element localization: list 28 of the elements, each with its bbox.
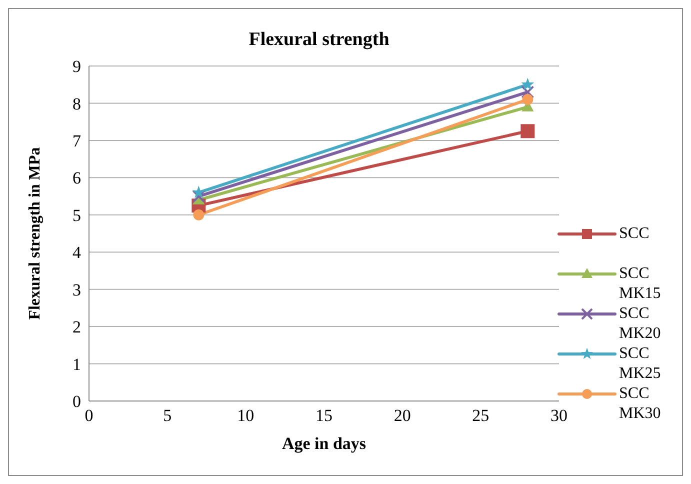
x-tick-label: 10 — [237, 406, 254, 426]
y-tick-label: 4 — [72, 243, 82, 262]
y-tick-label: 8 — [72, 94, 81, 114]
chart-title: Flexural strength — [248, 29, 390, 51]
y-tick-label: 6 — [72, 168, 81, 188]
x-axis-title: Age in days — [282, 434, 366, 453]
legend-label: SCC MK20 — [619, 304, 662, 344]
y-tick-label: 2 — [72, 318, 81, 337]
x-tick-label: 0 — [84, 406, 94, 426]
legend-label: SCC MK25 — [619, 344, 662, 384]
x-tick-label: 30 — [550, 406, 568, 426]
x-tick-label: 5 — [163, 406, 172, 426]
y-axis-title: Flexural strength in MPa — [26, 147, 44, 320]
legend-label: SCC — [619, 224, 650, 244]
x-tick-label: 15 — [316, 406, 332, 426]
y-tick-label: 7 — [72, 131, 82, 150]
point — [521, 78, 534, 90]
point — [193, 209, 204, 220]
y-tick-label: 9 — [72, 57, 81, 76]
y-tick-label: 1 — [72, 354, 81, 374]
y-tick-label: 0 — [72, 392, 81, 412]
legend-label: SCC MK15 — [619, 264, 662, 304]
point — [520, 124, 535, 138]
legend-label: SCC MK30 — [619, 384, 662, 424]
x-tick-label: 20 — [394, 406, 411, 426]
y-tick-label: 5 — [72, 206, 81, 225]
y-tick-label: 3 — [72, 280, 81, 300]
x-tick-label: 25 — [472, 406, 490, 426]
